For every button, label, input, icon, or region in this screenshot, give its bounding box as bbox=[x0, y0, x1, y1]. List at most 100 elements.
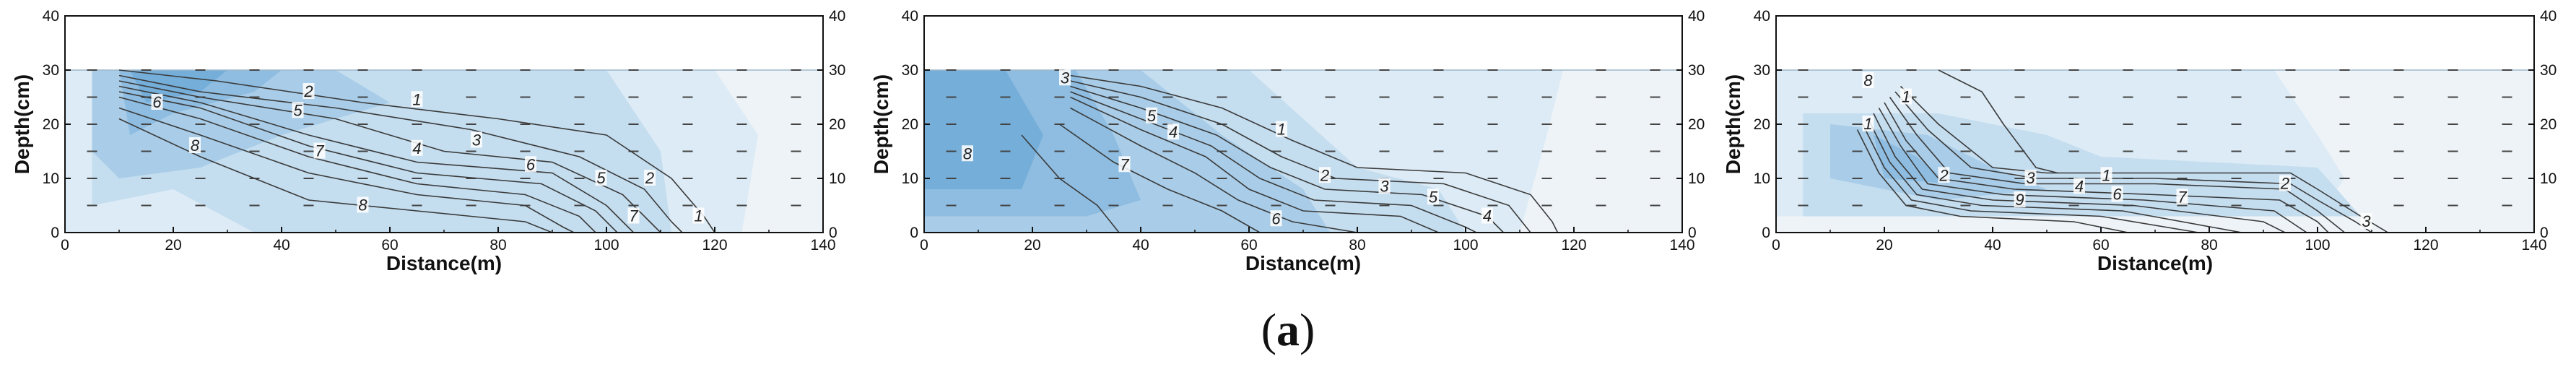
x-tick-label: 40 bbox=[1984, 237, 2001, 254]
x-axis-title: Distance(m) bbox=[386, 252, 502, 274]
contour-label: 5 bbox=[293, 101, 303, 119]
contour-label-bg bbox=[692, 207, 705, 224]
contour-label-bg bbox=[292, 102, 304, 118]
contour-label: 1 bbox=[694, 207, 702, 225]
contour-label-bg bbox=[2176, 188, 2188, 205]
right-tick-label: 0 bbox=[2540, 225, 2549, 241]
contour-label: 3 bbox=[2362, 212, 2371, 230]
x-tick-label: 40 bbox=[273, 237, 290, 254]
contour-label: 4 bbox=[2075, 177, 2084, 195]
contour-line-2 bbox=[118, 74, 683, 233]
contour-label: 8 bbox=[191, 136, 200, 155]
x-tick-label: 0 bbox=[1772, 237, 1780, 254]
contour-label: 4 bbox=[1169, 123, 1178, 141]
contour-label: 1 bbox=[2102, 166, 2110, 184]
x-tick-label: 140 bbox=[810, 237, 835, 254]
contour-label-bg bbox=[1167, 124, 1179, 140]
x-tick-label: 60 bbox=[1240, 237, 1257, 254]
x-tick-label: 40 bbox=[1132, 237, 1149, 254]
contour-line-7 bbox=[118, 107, 575, 233]
contour-line-7 bbox=[1059, 124, 1261, 233]
contour-label-bg bbox=[1862, 116, 1874, 131]
y-tick-label: 40 bbox=[1754, 8, 1770, 25]
right-tick-label: 30 bbox=[2540, 62, 2557, 79]
contour-label-bg bbox=[2360, 213, 2372, 229]
contour-label-bg bbox=[1276, 121, 1287, 137]
y-tick-label: 0 bbox=[910, 225, 918, 241]
x-tick-label: 100 bbox=[593, 237, 619, 254]
above-water bbox=[65, 16, 823, 70]
right-tick-label: 0 bbox=[829, 225, 837, 241]
contour-label-bg bbox=[1938, 167, 1950, 183]
contour-label-bg bbox=[2074, 178, 2085, 194]
contour-label-bg bbox=[1378, 178, 1391, 194]
right-tick-label: 0 bbox=[1688, 225, 1697, 241]
right-tick-label: 10 bbox=[829, 170, 845, 187]
y-tick-label: 20 bbox=[1754, 116, 1770, 133]
contour-label-bg bbox=[189, 137, 201, 153]
above-water bbox=[924, 16, 1682, 70]
figure-caption: (a) bbox=[1261, 304, 1315, 355]
x-tick-label: 120 bbox=[1561, 237, 1586, 254]
contour-line-1 bbox=[1070, 74, 1559, 233]
contour-label: 3 bbox=[1380, 177, 1389, 195]
contour-label: 7 bbox=[1120, 155, 1129, 173]
contour-label: 1 bbox=[1863, 115, 1872, 133]
right-tick-label: 20 bbox=[2540, 116, 2557, 133]
contour-label-bg bbox=[2279, 175, 2291, 191]
contour-label: 8 bbox=[358, 196, 367, 214]
contour-label: 6 bbox=[526, 155, 536, 173]
x-tick-label: 100 bbox=[2305, 237, 2330, 254]
right-tick-label: 10 bbox=[1688, 170, 1705, 187]
contour-label: 8 bbox=[1863, 72, 1873, 90]
contour-label-bg bbox=[1059, 69, 1071, 86]
right-tick-label: 30 bbox=[829, 62, 845, 79]
x-axis-title: Distance(m) bbox=[2097, 252, 2213, 274]
contour-line-9 bbox=[1856, 129, 2128, 233]
contour-label: 2 bbox=[1320, 166, 1329, 184]
contour-label: 5 bbox=[596, 169, 606, 187]
shade-band-5 bbox=[1874, 135, 1949, 184]
contour-line-5 bbox=[1878, 108, 2307, 233]
contour-label-bg bbox=[357, 196, 369, 213]
y-tick-label: 10 bbox=[43, 170, 59, 187]
contour-line-2 bbox=[1070, 80, 1531, 233]
contour-label: 1 bbox=[1902, 88, 1910, 106]
contour-line-4 bbox=[118, 85, 635, 233]
contour-label-bg bbox=[313, 142, 326, 159]
contour-label: 2 bbox=[2280, 175, 2289, 193]
contour-label-bg bbox=[1270, 210, 1282, 227]
contour-label-bg bbox=[471, 131, 482, 148]
y-tick-label: 20 bbox=[902, 116, 918, 133]
contour-line-10 bbox=[1938, 69, 2058, 174]
contour-label: 2 bbox=[1938, 166, 1948, 184]
x-axis-title: Distance(m) bbox=[1245, 252, 1361, 274]
contour-label: 1 bbox=[1277, 121, 1286, 139]
contour-label-bg bbox=[962, 145, 973, 162]
contour-line-3 bbox=[1889, 97, 2345, 233]
contour-label-bg bbox=[595, 170, 607, 186]
x-tick-label: 120 bbox=[2413, 237, 2438, 254]
contour-label: 2 bbox=[303, 82, 313, 100]
x-tick-label: 80 bbox=[2201, 237, 2217, 254]
contour-label: 5 bbox=[1429, 188, 1438, 206]
x-tick-label: 100 bbox=[1453, 237, 1478, 254]
right-tick-label: 20 bbox=[829, 116, 845, 133]
contour-label-bg bbox=[411, 91, 423, 108]
x-tick-label: 60 bbox=[2092, 237, 2109, 254]
y-tick-label: 40 bbox=[43, 8, 59, 25]
x-tick-label: 60 bbox=[381, 237, 398, 254]
contour-label: 3 bbox=[2026, 169, 2035, 187]
y-axis-title: Depth(cm) bbox=[11, 74, 33, 174]
x-tick-label: 0 bbox=[920, 237, 928, 254]
y-axis-title: Depth(cm) bbox=[1722, 74, 1744, 174]
contour-label-bg bbox=[2024, 170, 2037, 186]
y-tick-label: 30 bbox=[1754, 62, 1770, 79]
contour-line-5 bbox=[118, 91, 618, 233]
contour-label-bg bbox=[2100, 167, 2112, 183]
